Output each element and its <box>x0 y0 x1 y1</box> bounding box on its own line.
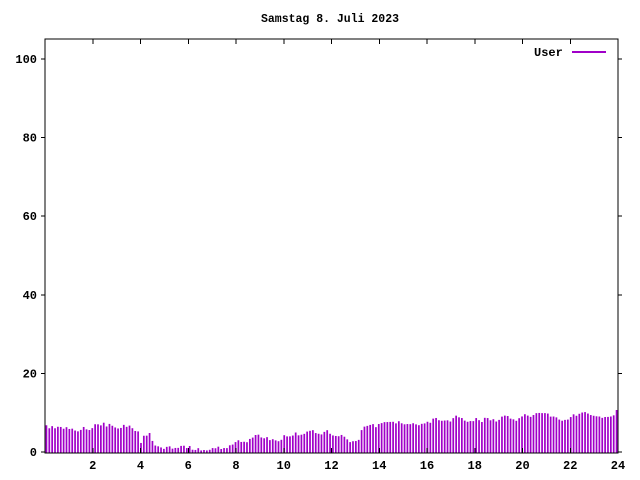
svg-text:10: 10 <box>277 459 291 473</box>
svg-text:40: 40 <box>23 289 37 303</box>
svg-text:22: 22 <box>563 459 577 473</box>
svg-text:User: User <box>534 46 563 60</box>
svg-text:20: 20 <box>515 459 529 473</box>
svg-text:4: 4 <box>137 459 144 473</box>
svg-text:0: 0 <box>30 446 37 460</box>
svg-text:Samstag 8. Juli 2023: Samstag 8. Juli 2023 <box>261 13 399 26</box>
svg-text:14: 14 <box>372 459 386 473</box>
svg-text:16: 16 <box>420 459 434 473</box>
svg-text:100: 100 <box>15 53 37 67</box>
svg-text:8: 8 <box>232 459 239 473</box>
svg-text:80: 80 <box>23 132 37 146</box>
svg-text:60: 60 <box>23 210 37 224</box>
svg-text:18: 18 <box>468 459 482 473</box>
svg-text:24: 24 <box>611 459 625 473</box>
svg-text:2: 2 <box>89 459 96 473</box>
svg-text:6: 6 <box>185 459 192 473</box>
svg-text:12: 12 <box>324 459 338 473</box>
svg-text:20: 20 <box>23 367 37 381</box>
